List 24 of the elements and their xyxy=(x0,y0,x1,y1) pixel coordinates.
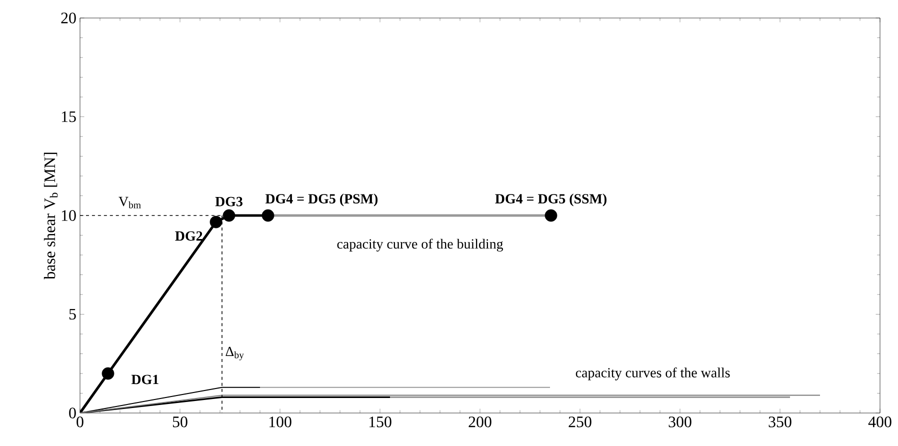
annotation: DG2 xyxy=(175,231,202,241)
x-tick-label: 50 xyxy=(172,416,188,428)
x-tick-label: 150 xyxy=(369,416,392,428)
y-axis-title: base shear V$_{b}$ [MN] xyxy=(44,152,58,280)
x-tick-label: 0 xyxy=(76,416,84,428)
y-tick-label: 5 xyxy=(69,308,76,320)
x-tick-label: 300 xyxy=(668,416,692,428)
annotation: capacity curve of the building xyxy=(337,238,504,252)
y-tick-label: 15 xyxy=(62,111,76,122)
annotation: DG4 = DG5 (SSM) xyxy=(495,194,606,206)
annotation: capacity curves of the walls xyxy=(576,367,730,380)
annotation: V$_{bm}$ xyxy=(118,196,141,208)
x-tick-label: 100 xyxy=(269,416,292,428)
y-tick-label: 10 xyxy=(62,210,76,221)
x-tick-label: 200 xyxy=(468,416,492,428)
y-tick-label: 0 xyxy=(69,408,76,418)
annotation: DG4 = DG5 (PSM) xyxy=(265,194,378,206)
y-tick-label: 20 xyxy=(61,12,76,24)
annotation: DG1 xyxy=(131,374,158,384)
annotation: Δ$_{by}$ xyxy=(226,346,244,360)
x-tick-label: 350 xyxy=(768,416,792,428)
annotation: DG3 xyxy=(215,196,242,206)
x-tick-label: 400 xyxy=(868,416,892,428)
x-tick-label: 250 xyxy=(568,416,592,428)
